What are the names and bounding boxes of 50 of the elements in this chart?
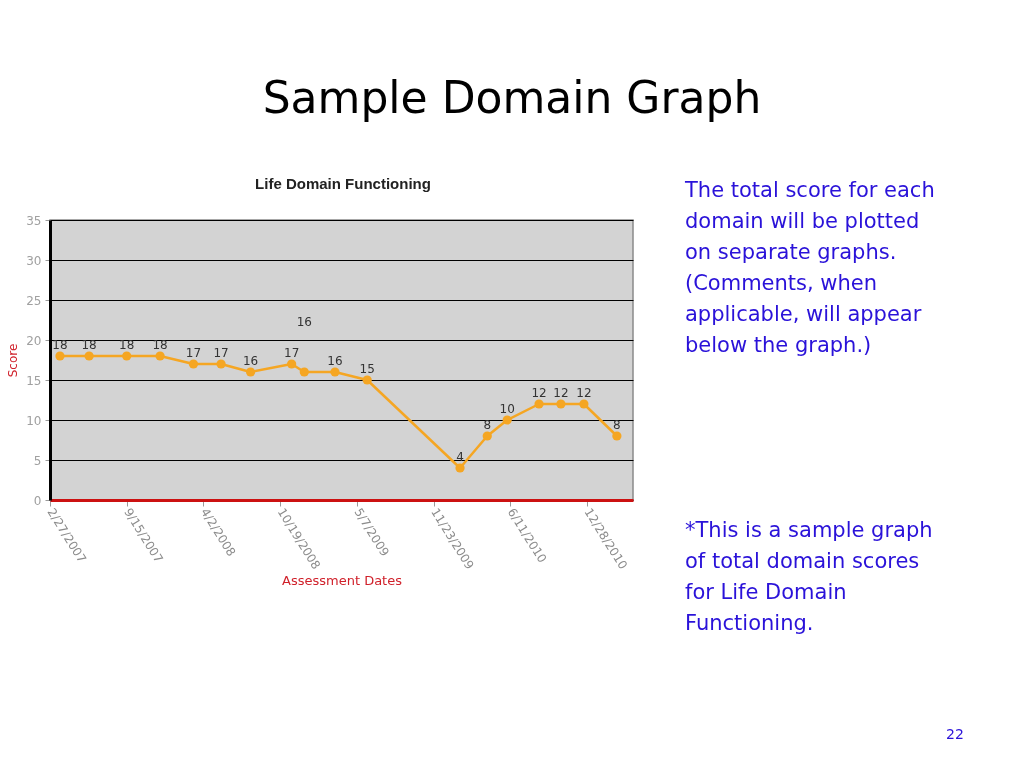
data-label: 18 xyxy=(152,338,168,352)
y-tick-label: 5 xyxy=(33,453,42,468)
y-tick-label: 0 xyxy=(33,493,42,508)
y-tick-label: 20 xyxy=(26,333,42,348)
chart-title: Sample Domain Graph xyxy=(262,72,762,123)
x-axis-title: Assessment Dates xyxy=(282,573,403,589)
data-label: 18 xyxy=(52,338,68,352)
point xyxy=(330,367,340,377)
point xyxy=(579,399,589,409)
point xyxy=(556,399,566,409)
data-label: 17 xyxy=(284,346,300,360)
y-tick-label: 15 xyxy=(26,373,42,388)
point xyxy=(55,351,65,361)
point xyxy=(245,367,256,377)
point xyxy=(612,431,622,441)
text: The total score for each domain will be plotted on separate graphs. (Comments, when applicable, will appear below the graph.) xyxy=(684,178,935,357)
data-label: 8 xyxy=(613,418,621,432)
data-label: 12 xyxy=(531,386,547,400)
chart-subtitle: Life Domain Functioning xyxy=(255,175,431,192)
data-label: 17 xyxy=(185,346,202,360)
data-label: 16 xyxy=(327,354,343,368)
data-label: 8 xyxy=(483,418,492,432)
point xyxy=(455,463,465,473)
point xyxy=(502,415,512,425)
point xyxy=(482,431,492,441)
y-axis-title: Score xyxy=(6,343,21,378)
data-label: 10 xyxy=(499,402,515,416)
point xyxy=(299,367,309,377)
point xyxy=(188,359,199,369)
text: *This is a sample graph of total domain scores for Life Domain Functioning. xyxy=(685,518,933,635)
point xyxy=(216,359,226,369)
data-label: 15 xyxy=(359,362,375,376)
y-tick-label: 25 xyxy=(26,293,42,308)
data-label: 12 xyxy=(576,386,592,400)
data-label: 17 xyxy=(213,346,229,360)
text: 22 xyxy=(946,726,964,742)
point xyxy=(84,351,94,361)
data-label: 16 xyxy=(242,354,259,368)
y-tick-label: 30 xyxy=(26,253,42,268)
point xyxy=(287,359,297,369)
y-tick-label: 10 xyxy=(26,413,42,428)
point xyxy=(122,351,132,361)
point xyxy=(534,399,544,409)
y-tick-label: 35 xyxy=(26,213,42,228)
point xyxy=(155,351,165,361)
data-label: 16 xyxy=(296,315,312,329)
data-label: 12 xyxy=(553,386,569,400)
data-label: 18 xyxy=(81,338,97,352)
data-label: 18 xyxy=(119,338,135,352)
point xyxy=(362,375,372,385)
